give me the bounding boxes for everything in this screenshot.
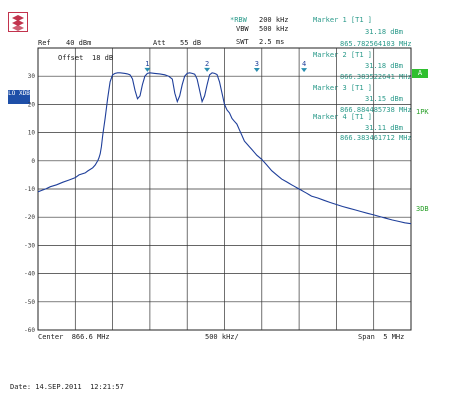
marker-number-label: 3	[255, 60, 259, 68]
marker-4-title: Marker 4 [T1 ]	[313, 113, 373, 121]
swt-label: SWT	[236, 38, 249, 46]
marker-4-freq: 866.383461712 MHz	[340, 134, 412, 142]
vbw-value: 500 kHz	[259, 25, 289, 33]
lo-xdb-badge: LO XDB	[8, 90, 30, 104]
rbw-value: 200 kHz	[259, 16, 289, 24]
marker-1-title: Marker 1 [T1 ]	[313, 16, 373, 24]
timestamp: Date: 14.SEP.2011 12:21:57	[10, 383, 124, 391]
y-tick-label: 10	[28, 130, 36, 137]
y-tick-label: 20	[28, 101, 36, 108]
marker-triangle	[204, 67, 211, 72]
three-db-label: 3DB	[416, 205, 429, 213]
y-tick-label: -50	[24, 299, 35, 306]
y-tick-label: -40	[24, 271, 35, 278]
span-label: Span 5 MHz	[358, 333, 405, 341]
y-tick-label: 30	[28, 73, 36, 80]
rohde-schwarz-logo	[8, 12, 28, 32]
rbw-label: *RBW	[230, 16, 247, 24]
marker-triangle	[253, 67, 260, 72]
y-tick-label: -30	[24, 242, 35, 249]
marker-2-freq: 866.383522641 MHz	[340, 73, 412, 81]
marker-3-freq: 866.884485738 MHz	[340, 106, 412, 114]
y-tick-label: -60	[24, 327, 35, 334]
center-frequency: Center 866.6 MHz	[38, 333, 110, 341]
ref-value: 40 dBm	[66, 39, 92, 47]
marker-3-level: 31.15 dBm	[365, 95, 403, 103]
division-label: 500 kHz/	[205, 333, 239, 341]
marker-number-label: 4	[302, 60, 306, 68]
marker-1-freq: 865.782564103 MHz	[340, 40, 412, 48]
marker-triangle	[301, 68, 308, 73]
att-value: 55 dB	[180, 39, 202, 47]
ref-label: Ref	[38, 39, 51, 47]
vbw-label: VBW	[236, 25, 249, 33]
swt-value: 2.5 ms	[259, 38, 285, 46]
offset-value: 18 dB	[92, 54, 114, 62]
marker-3-title: Marker 3 [T1 ]	[313, 84, 373, 92]
marker-triangle	[144, 67, 151, 72]
spectrum-trace	[37, 72, 412, 225]
y-tick-label: 0	[31, 158, 35, 165]
offset-label: Offset	[58, 54, 84, 62]
marker-2-title: Marker 2 [T1 ]	[313, 51, 373, 59]
marker-number-label: 2	[205, 60, 209, 68]
marker-2-level: 31.18 dBm	[365, 62, 403, 70]
marker-number-label: 1	[145, 60, 149, 68]
trace-a-badge: A	[412, 69, 428, 78]
y-tick-label: -10	[24, 186, 35, 193]
att-label: Att	[153, 39, 166, 47]
one-pk-label: 1PK	[416, 108, 429, 116]
marker-4-level: 31.11 dBm	[365, 124, 403, 132]
marker-1-level: 31.18 dBm	[365, 28, 403, 36]
y-tick-label: -20	[24, 214, 35, 221]
